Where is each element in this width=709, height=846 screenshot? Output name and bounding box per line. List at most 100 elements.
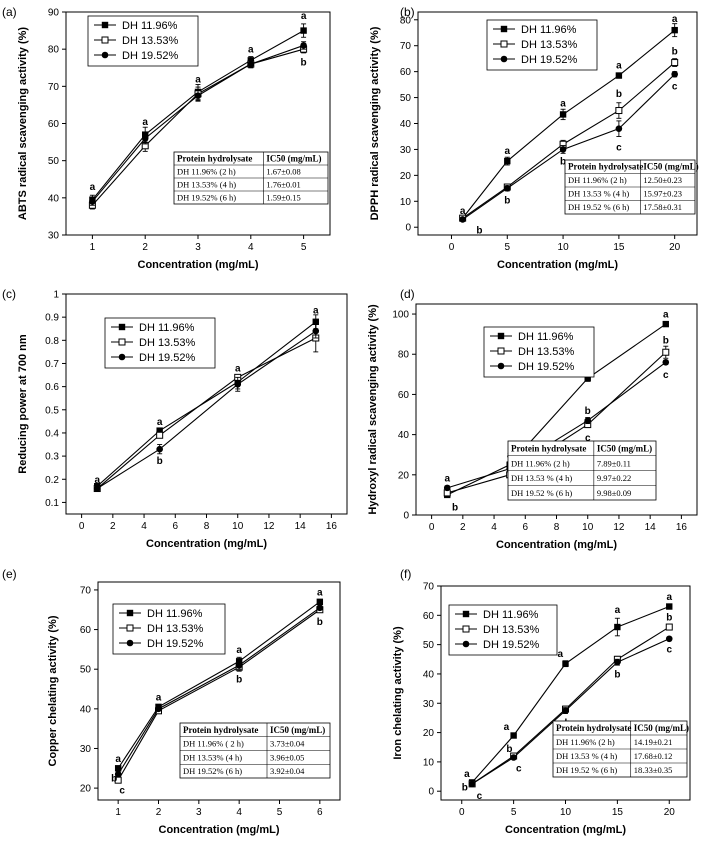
data-point — [114, 765, 122, 772]
table-cell: 12.50±0.23 — [643, 175, 682, 185]
y-axis-label: Reducing power at 700 nm — [17, 334, 29, 474]
table-header: IC50 (mg/mL) — [266, 153, 321, 163]
x-tick-label: 15 — [613, 242, 625, 253]
plot-frame — [97, 581, 341, 801]
y-tick-label: 30 — [48, 231, 60, 242]
y-tick-label: 50 — [80, 665, 92, 676]
series-3 — [89, 41, 307, 206]
y-tick-label: 0.9 — [45, 313, 59, 324]
data-point — [312, 327, 320, 335]
legend-entry: DH 11.96% — [147, 608, 203, 620]
data-point — [665, 635, 673, 643]
table-cell: 3.92±0.04 — [270, 766, 305, 776]
table-cell: 3.96±0.05 — [270, 752, 304, 762]
significance-label: a — [464, 769, 470, 780]
ic50-table: Protein hydrolysate IC50 (mg/mL)DH 11.96%… — [507, 440, 657, 501]
legend-entry: DH 11.96% — [521, 24, 577, 36]
legend-entry: DH 19.52% — [521, 54, 577, 66]
x-tick-label: 6 — [317, 807, 323, 818]
significance-label: c — [119, 786, 125, 797]
legend-entry: DH 13.53% — [139, 337, 195, 349]
data-point — [584, 417, 592, 424]
data-point — [671, 26, 678, 34]
ic50-table: Protein hydrolysate IC50 (mg/mL)DH 11.96%… — [552, 720, 689, 778]
legend-entry: DH 11.96% — [518, 331, 574, 343]
legend-entry: DH 19.52% — [483, 639, 539, 651]
legend-marker — [101, 51, 109, 59]
legend: DH 11.96% DH 13.53% DH 19.52% — [87, 15, 199, 67]
legend: DH 11.96% DH 13.53% DH 19.52% — [112, 603, 226, 655]
x-tick-label: 3 — [196, 807, 202, 818]
table-cell: DH 19.52 % (6 h) — [556, 765, 617, 775]
x-tick-label: 5 — [504, 242, 510, 253]
y-tick-label: 10 — [400, 197, 412, 208]
legend-marker — [101, 21, 109, 29]
significance-label: a — [301, 11, 307, 22]
data-point — [615, 72, 623, 79]
chart-panel-4: (d) 0 2 4 6 8 10 12 14 16 0 20 40 60 80 100 Concentratio… — [367, 287, 698, 551]
data-point — [504, 157, 511, 165]
y-tick-label: 70 — [80, 585, 92, 596]
table-header: IC50 (mg/mL) — [597, 444, 652, 454]
data-point — [141, 135, 149, 142]
legend-marker — [497, 362, 505, 370]
table-cell: 9.97±0.22 — [597, 473, 631, 483]
significance-label: b — [614, 669, 620, 680]
chart-panel-1: (a) 1 2 3 4 5 30 40 50 60 70 80 90 Concentration (mg/… — [2, 5, 331, 271]
y-tick-label: 40 — [48, 193, 60, 204]
significance-label: a — [235, 364, 241, 375]
series-line — [117, 609, 321, 781]
x-tick-label: 15 — [612, 807, 624, 818]
data-point — [662, 358, 670, 366]
legend-marker — [462, 610, 470, 618]
legend-marker — [118, 353, 126, 361]
table-header: IC50 (mg/mL) — [634, 723, 689, 733]
table-cell: DH 11.96% (2 h) — [511, 458, 570, 468]
significance-label: a — [672, 14, 678, 25]
data-point — [614, 658, 621, 666]
legend-entry: DH 13.53% — [122, 35, 178, 47]
data-point — [235, 661, 243, 669]
series-line — [446, 323, 667, 496]
significance-label: a — [460, 206, 466, 217]
x-tick-label: 8 — [204, 521, 210, 532]
y-tick-label: 30 — [423, 699, 435, 710]
y-tick-label: 10 — [423, 757, 435, 768]
x-tick-label: 4 — [236, 807, 242, 818]
data-point — [615, 125, 623, 132]
legend-marker — [462, 625, 470, 633]
significance-label: b — [236, 675, 242, 686]
data-point — [665, 623, 673, 631]
x-tick-label: 2 — [110, 521, 116, 532]
y-tick-label: 0 — [403, 511, 409, 522]
legend-entry: DH 19.52% — [518, 361, 574, 373]
y-tick-label: 20 — [400, 171, 412, 182]
significance-label: b — [585, 406, 591, 417]
panel-label: (a) — [2, 5, 17, 19]
data-point — [615, 107, 623, 115]
data-point — [316, 598, 324, 606]
table-cell: DH 13.53 % (4 h) — [568, 189, 629, 199]
table-header: IC50 (mg/mL) — [643, 162, 698, 172]
legend: DH 11.96% DH 13.53% DH 19.52% — [483, 326, 595, 378]
data-point — [93, 485, 101, 492]
x-tick-label: 1 — [90, 242, 96, 253]
y-axis-label: Copper chelating activity (%) — [47, 615, 59, 766]
significance-label: c — [666, 645, 672, 656]
y-tick-label: 20 — [80, 784, 92, 795]
x-tick-label: 4 — [141, 521, 147, 532]
table-header: Protein hydrolysate — [568, 162, 643, 172]
y-tick-label: 30 — [400, 145, 412, 156]
table-cell: 18.33±0.35 — [634, 765, 673, 775]
significance-label: b — [301, 58, 307, 69]
significance-label: a — [504, 146, 510, 157]
y-tick-label: 0.6 — [45, 382, 59, 393]
y-tick-label: 0.1 — [45, 498, 59, 509]
x-tick-label: 2 — [460, 522, 466, 533]
series-line — [117, 607, 321, 775]
significance-label: c — [663, 370, 669, 381]
data-point — [316, 604, 324, 612]
legend-entry: DH 13.53% — [518, 346, 574, 358]
significance-label: b — [616, 89, 622, 100]
legend-entry: DH 19.52% — [139, 352, 195, 364]
